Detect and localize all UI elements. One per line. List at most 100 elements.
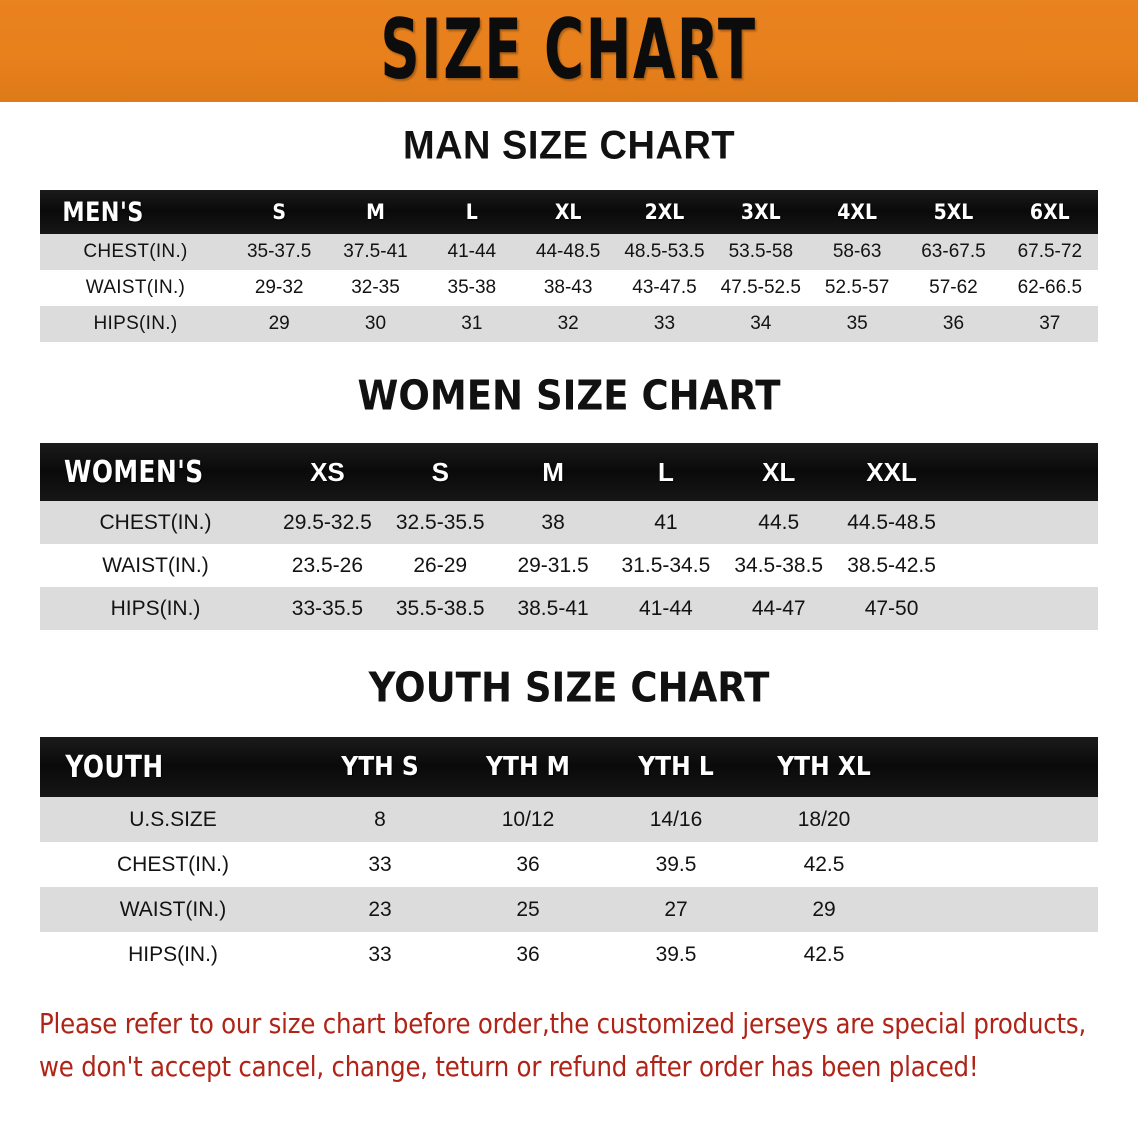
youth-row-label: U.S.SIZE (129, 807, 217, 831)
table-cell: 36 (516, 942, 540, 966)
women-column-header-xs: XS (310, 456, 345, 487)
man-column-header-3xl: 3XL (740, 200, 781, 224)
table-row: HIPS(IN.) 33 36 39.5 42.5 (40, 932, 1098, 977)
table-cell-spacer (948, 587, 1098, 630)
youth-column-header-spacer (898, 737, 1098, 797)
table-cell: 29 (812, 897, 836, 921)
man-column-header-6xl: 6XL (1029, 200, 1070, 224)
table-cell: 57-62 (929, 277, 978, 298)
man-size-table-wrapper: MEN'S S M L XL 2XL 3XL 4XL 5XL 6XL CHEST(IN.) 35-37… (40, 190, 1098, 342)
man-row-label: CHEST(IN.) (83, 241, 188, 262)
table-cell: 26-29 (413, 553, 468, 577)
youth-table-corner-label: YOUTH (65, 749, 164, 785)
table-cell: 44.5 (758, 510, 800, 534)
youth-row-label: WAIST(IN.) (119, 897, 227, 921)
page-title: SIZE CHART (380, 1, 758, 99)
table-cell: 48.5-53.5 (624, 241, 705, 262)
man-column-header-5xl: 5XL (933, 200, 974, 224)
man-column-header-m: M (366, 200, 385, 224)
man-table-header-row: MEN'S S M L XL 2XL 3XL 4XL 5XL 6XL (40, 190, 1098, 234)
table-row: HIPS(IN.) 33-35.5 35.5-38.5 38.5-41 41-44 44-… (40, 587, 1098, 630)
table-cell-spacer (898, 887, 1098, 932)
women-row-label: WAIST(IN.) (102, 553, 209, 577)
table-cell: 41 (654, 510, 678, 534)
return-policy-note: Please refer to our size chart before or… (39, 1003, 1086, 1088)
youth-table-body: YOUTH YTH S YTH M YTH L YTH XL U.S.SIZE 8 10/12… (40, 737, 1098, 977)
table-cell: 10/12 (501, 807, 555, 831)
table-cell: 35-38 (447, 277, 497, 298)
table-cell: 44.5-48.5 (847, 510, 936, 534)
table-cell: 39.5 (655, 942, 697, 966)
women-column-header-s: S (431, 456, 449, 487)
youth-row-label: HIPS(IN.) (128, 942, 218, 966)
women-row-label: CHEST(IN.) (99, 510, 212, 534)
table-row: HIPS(IN.) 29 30 31 32 33 34 35 36 37 (40, 306, 1098, 342)
table-cell: 35 (846, 313, 868, 334)
table-row: WAIST(IN.) 23.5-26 26-29 29-31.5 31.5-34.5 34… (40, 544, 1098, 587)
women-row-label: HIPS(IN.) (110, 596, 201, 620)
man-column-header-2xl: 2XL (644, 200, 685, 224)
table-cell: 31.5-34.5 (621, 553, 711, 577)
table-cell: 37.5-41 (343, 241, 408, 262)
table-cell: 41-44 (639, 596, 693, 620)
table-cell: 23.5-26 (291, 553, 364, 577)
youth-section-title: YOUTH SIZE CHART (368, 665, 770, 712)
table-cell: 42.5 (803, 942, 845, 966)
table-cell-spacer (948, 501, 1098, 544)
table-cell-spacer (948, 544, 1098, 587)
table-cell: 41-44 (447, 241, 497, 262)
table-cell: 36 (516, 852, 540, 876)
table-cell: 33 (368, 852, 392, 876)
table-cell: 29-31.5 (517, 553, 589, 577)
women-column-header-xl: XL (762, 456, 796, 487)
youth-column-header-yth-m: YTH M (486, 752, 570, 782)
table-cell: 58-63 (832, 241, 882, 262)
table-cell: 29 (268, 313, 290, 334)
table-cell: 14/16 (649, 807, 703, 831)
table-cell: 31 (461, 313, 483, 334)
table-cell: 30 (364, 313, 387, 334)
table-cell: 32-35 (351, 277, 400, 298)
table-cell: 27 (664, 897, 688, 921)
table-cell: 38.5-41 (517, 596, 589, 620)
table-cell: 32 (557, 313, 579, 334)
table-row: WAIST(IN.) 23 25 27 29 (40, 887, 1098, 932)
return-policy-line-2: we don't accept cancel, change, teturn o… (39, 1049, 979, 1083)
table-cell: 33 (653, 313, 676, 334)
table-row: U.S.SIZE 8 10/12 14/16 18/20 (40, 797, 1098, 842)
table-cell: 36 (942, 313, 965, 334)
table-cell: 29.5-32.5 (283, 510, 372, 534)
women-table-corner-label: WOMEN'S (63, 454, 204, 490)
women-column-header-spacer (948, 443, 1098, 501)
women-section-title: WOMEN SIZE CHART (357, 373, 781, 420)
man-size-table: MEN'S S M L XL 2XL 3XL 4XL 5XL 6XL CHEST(IN.) 35-37… (40, 190, 1098, 342)
table-row: CHEST(IN.) 35-37.5 37.5-41 41-44 44-48.5 48.5… (40, 234, 1098, 270)
women-column-header-m: M (542, 456, 564, 487)
women-column-header-xxl: XXL (866, 456, 917, 487)
women-table-header-row: WOMEN'S XS S M L XL XXL (40, 443, 1098, 501)
youth-table-header-row: YOUTH YTH S YTH M YTH L YTH XL (40, 737, 1098, 797)
table-cell: 38 (541, 510, 565, 534)
man-column-header-xl: XL (554, 200, 582, 224)
table-cell: 32.5-35.5 (395, 510, 485, 534)
man-row-label: HIPS(IN.) (93, 313, 178, 334)
women-column-header-l: L (657, 456, 674, 487)
table-cell: 63-67.5 (921, 241, 986, 262)
table-cell: 35-37.5 (246, 241, 312, 262)
table-cell: 47.5-52.5 (720, 277, 801, 298)
table-cell: 29-32 (254, 277, 304, 298)
table-cell: 52.5-57 (824, 277, 890, 298)
table-cell-spacer (898, 842, 1098, 887)
page-banner: SIZE CHART (0, 0, 1138, 102)
table-cell: 38.5-42.5 (847, 553, 936, 577)
man-section-title: MAN SIZE CHART (402, 123, 736, 169)
table-cell-spacer (898, 797, 1098, 842)
youth-column-header-yth-l: YTH L (638, 752, 714, 782)
table-cell: 23 (368, 897, 392, 921)
table-cell: 67.5-72 (1017, 241, 1083, 262)
man-table-body: MEN'S S M L XL 2XL 3XL 4XL 5XL 6XL CHEST(IN.) 35-37… (40, 190, 1098, 342)
youth-column-header-yth-xl: YTH XL (777, 752, 871, 782)
table-cell: 25 (516, 897, 540, 921)
table-cell: 44-48.5 (535, 241, 601, 262)
table-cell: 62-66.5 (1017, 277, 1083, 298)
